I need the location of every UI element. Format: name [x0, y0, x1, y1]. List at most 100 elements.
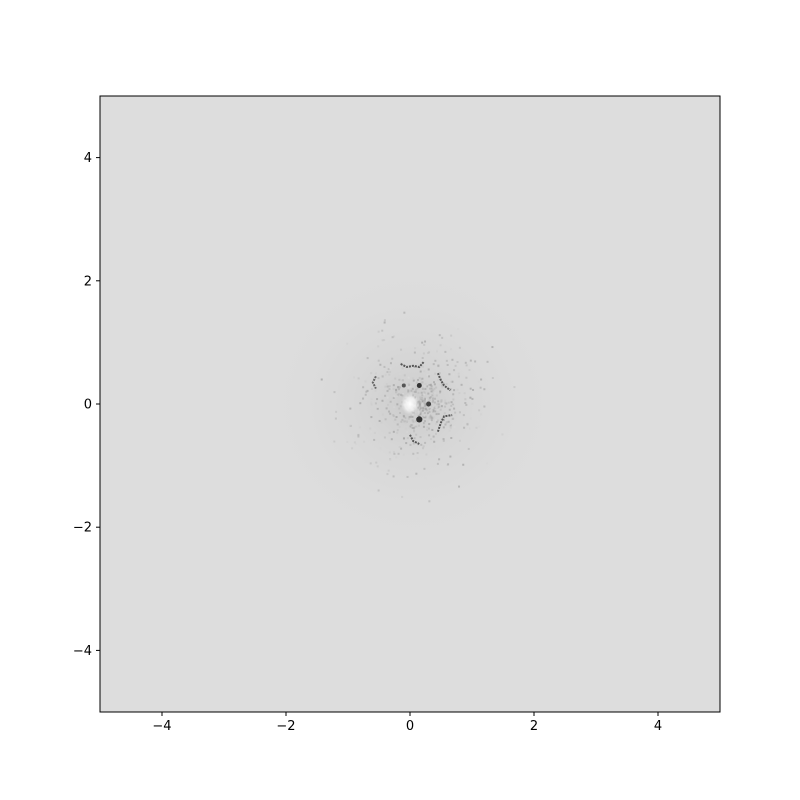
speckle — [373, 431, 376, 434]
speckle — [421, 341, 424, 344]
speckle — [396, 403, 399, 406]
speckle — [423, 399, 426, 402]
speckle — [396, 431, 399, 434]
speckle — [405, 420, 408, 423]
speckle — [430, 387, 433, 390]
speckle — [390, 438, 393, 441]
y-tick-label: −2 — [73, 521, 92, 536]
speckle — [436, 406, 439, 409]
speckle — [420, 401, 423, 404]
speckle — [421, 365, 424, 368]
speckle — [391, 357, 394, 360]
speckle — [388, 385, 391, 388]
speckle — [370, 372, 373, 375]
speckle — [437, 365, 440, 368]
speckle — [436, 411, 439, 414]
speckle — [420, 406, 423, 409]
speckle — [378, 419, 381, 422]
speckle — [398, 386, 401, 389]
speckle — [432, 409, 435, 412]
speckle — [443, 412, 446, 415]
speckle — [395, 395, 398, 398]
speckle — [400, 348, 403, 351]
speckle — [407, 376, 410, 379]
speckle — [401, 495, 404, 498]
speckle — [428, 387, 431, 390]
speckle — [435, 413, 438, 416]
speckle — [372, 376, 375, 379]
speckle — [418, 400, 421, 403]
speckle — [397, 400, 400, 403]
dark-mark-2 — [416, 416, 423, 423]
speckle — [423, 343, 426, 346]
speckle — [450, 436, 453, 439]
speckle — [376, 465, 379, 468]
speckle — [428, 375, 431, 378]
speckle — [467, 447, 470, 450]
heatmap-image — [264, 262, 562, 546]
speckle — [417, 378, 420, 381]
speckle — [431, 428, 434, 431]
curve-4 — [371, 375, 377, 390]
speckle — [469, 417, 472, 420]
speckle — [393, 420, 396, 423]
speckle — [381, 339, 384, 342]
speckle — [398, 407, 401, 410]
speckle — [408, 426, 411, 429]
speckle — [386, 396, 389, 399]
speckle — [433, 383, 436, 386]
speckle — [494, 421, 497, 424]
speckle — [389, 362, 392, 365]
speckle — [422, 447, 425, 450]
speckle — [479, 386, 482, 389]
speckle — [438, 334, 441, 337]
speckle — [446, 411, 449, 414]
speckle — [423, 411, 426, 414]
speckle — [414, 347, 417, 350]
speckle — [438, 372, 441, 375]
speckle — [411, 426, 414, 429]
speckle — [435, 422, 438, 425]
speckle — [335, 410, 338, 413]
speckle — [428, 500, 431, 503]
speckle — [451, 417, 454, 420]
speckle — [430, 417, 433, 420]
speckle — [435, 394, 438, 397]
speckle — [422, 402, 425, 405]
speckle — [431, 394, 434, 397]
speckle — [444, 350, 447, 353]
speckle — [349, 424, 352, 427]
speckle — [397, 452, 400, 455]
speckle — [427, 408, 430, 411]
speckle — [491, 346, 494, 349]
speckle — [462, 414, 465, 417]
speckle — [417, 388, 420, 391]
speckle — [426, 374, 429, 377]
speckle — [381, 399, 384, 402]
speckle — [427, 426, 430, 429]
speckle — [370, 403, 373, 406]
speckle — [436, 462, 439, 465]
speckle — [450, 404, 453, 407]
speckle — [392, 384, 395, 387]
speckle — [427, 392, 430, 395]
speckle — [377, 345, 380, 348]
speckle — [370, 387, 373, 390]
speckle — [399, 405, 402, 408]
speckle — [457, 372, 460, 375]
speckle — [415, 388, 418, 391]
curve-2 — [436, 414, 453, 433]
speckle — [374, 389, 377, 392]
speckle — [445, 359, 448, 362]
speckle — [413, 426, 416, 429]
speckle — [445, 383, 448, 386]
speckle — [392, 387, 395, 390]
speckle — [374, 402, 377, 405]
speckle — [428, 372, 431, 375]
x-tick-label: 2 — [530, 719, 538, 734]
speckle — [424, 420, 427, 423]
speckle — [422, 410, 425, 413]
speckle — [422, 403, 425, 406]
speckle — [417, 412, 420, 415]
speckle — [415, 433, 418, 436]
